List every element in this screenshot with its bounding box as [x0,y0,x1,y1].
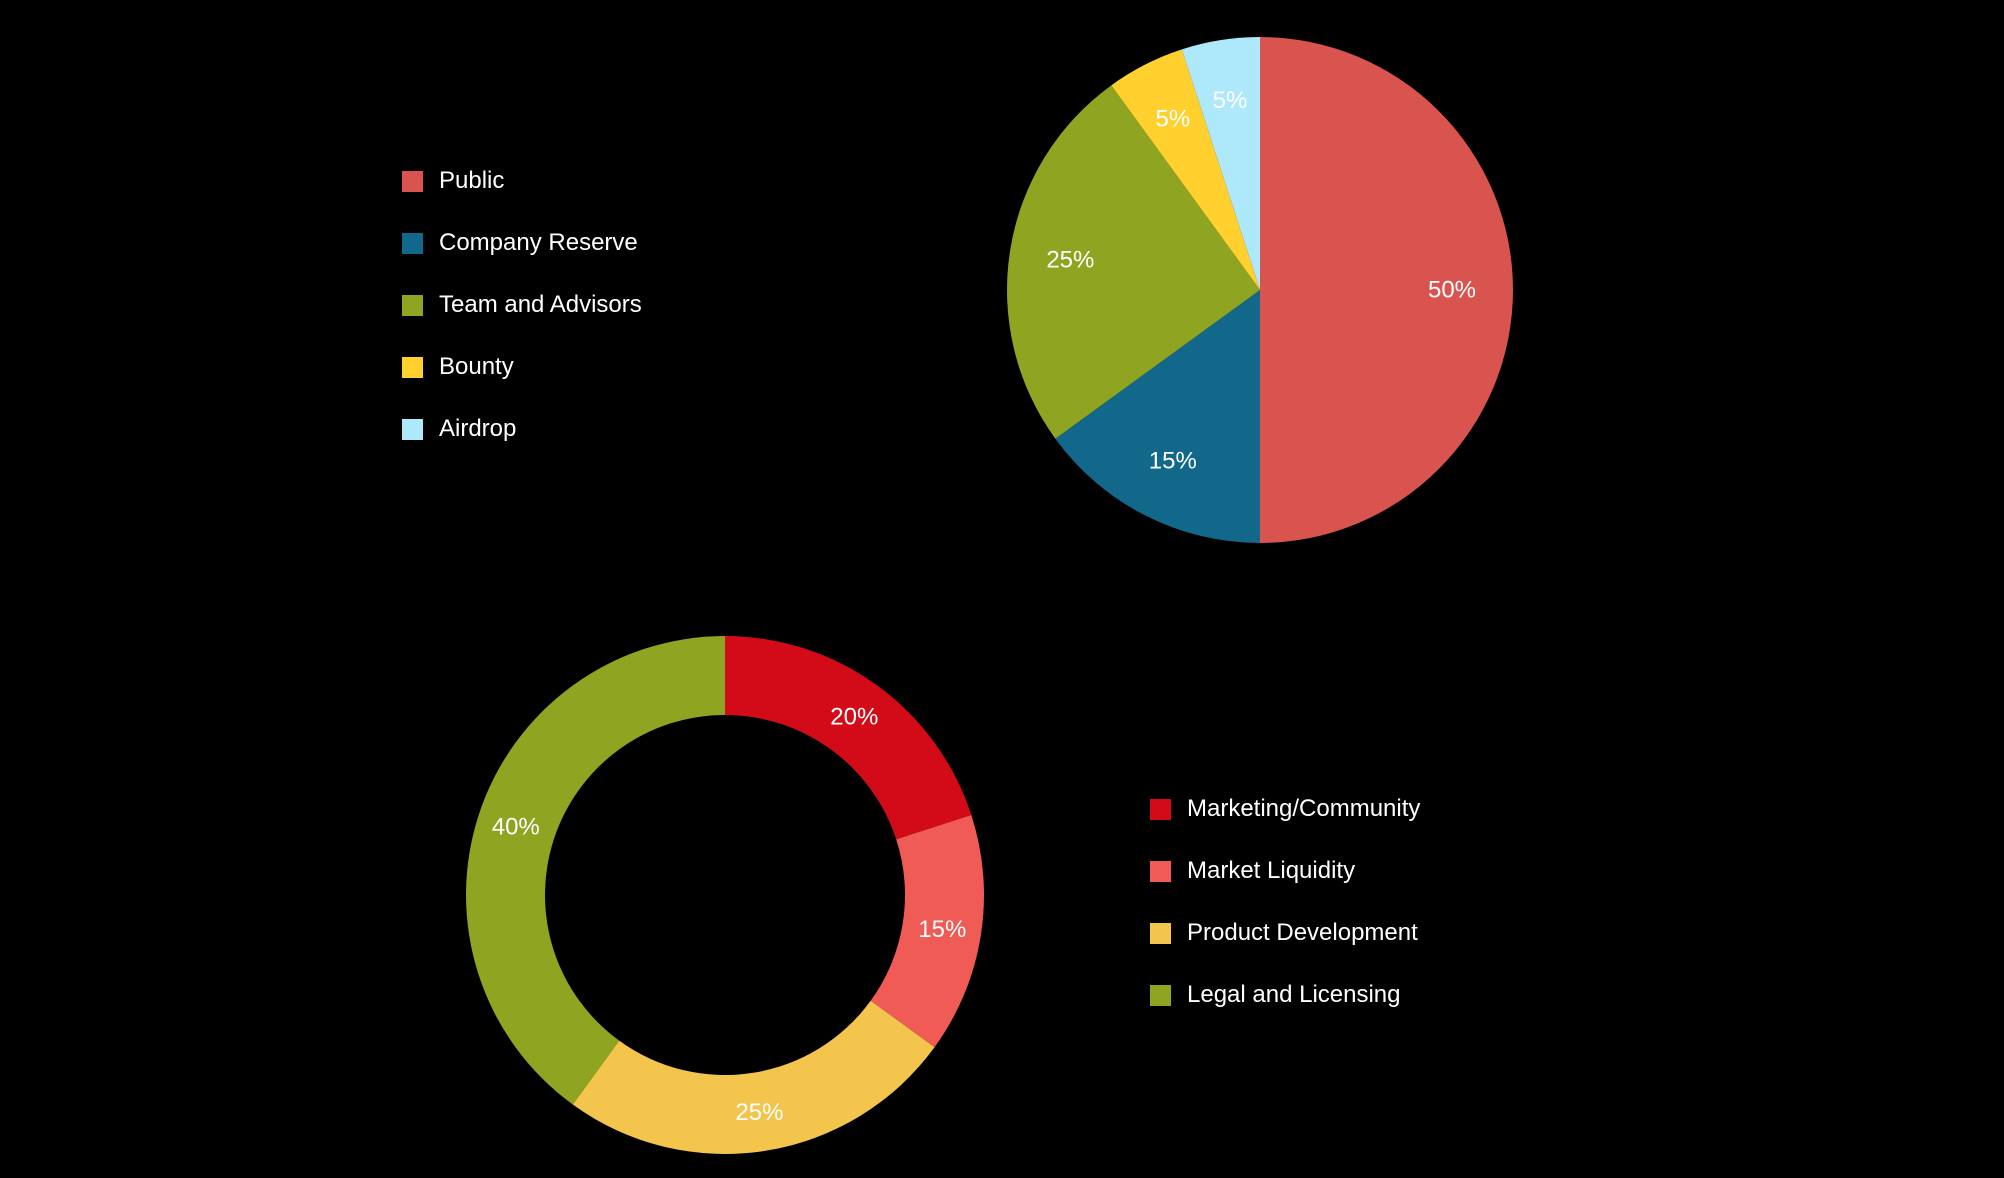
slice-label-legal-and-licensing: 40% [492,814,540,841]
legend-label: Company Reserve [439,229,638,256]
legend-item-public[interactable]: Public [402,150,642,212]
legend-label: Product Development [1187,919,1418,946]
slice-airdrop[interactable] [1181,37,1260,290]
legend-label: Team and Advisors [439,291,642,318]
slice-company-reserve[interactable] [1055,290,1260,543]
legend-label: Legal and Licensing [1187,981,1401,1008]
legend-item-airdrop[interactable]: Airdrop [402,398,642,460]
legend-item-product-development[interactable]: Product Development [1150,902,1420,964]
donut-chart-fund-allocation: 20% 15% 25% 40% [466,636,984,1154]
legend-swatch [1150,860,1171,882]
legend-label: Market Liquidity [1187,857,1356,884]
slice-label-marketing-community: 20% [830,704,878,731]
legend-label: Marketing/Community [1187,795,1421,822]
legend-swatch [1150,798,1171,820]
slice-label-market-liquidity: 15% [918,916,966,943]
slice-label-team-and-advisors: 25% [1046,246,1094,273]
legend-swatch [402,232,423,254]
legend-item-marketing-community[interactable]: Marketing/Community [1150,778,1420,840]
slice-legal-and-licensing[interactable] [466,636,725,1105]
slice-label-company-reserve: 15% [1149,448,1197,475]
legend-label: Bounty [439,353,514,380]
legend-swatch [402,294,423,316]
slice-market-liquidity[interactable] [870,814,984,1048]
legend-swatch [402,356,423,378]
legend-swatch [1150,922,1171,944]
legend-swatch [402,170,423,192]
slice-label-bounty: 5% [1155,105,1190,132]
legend-label: Public [439,167,505,194]
slice-label-public: 50% [1428,277,1476,304]
slice-product-development[interactable] [572,1000,935,1154]
slice-team-and-advisors[interactable] [1007,85,1260,439]
slice-bounty[interactable] [1111,49,1260,290]
legend-label: Airdrop [439,415,517,442]
legend-fund-allocation: Marketing/Community Market Liquidity Produ… [1150,778,1420,1026]
pie-chart-token-distribution: 50% 15% 25% 5% 5% [1007,37,1513,543]
slice-public[interactable] [1260,37,1513,543]
slice-marketing-community[interactable] [725,636,972,840]
slice-label-product-development: 25% [735,1099,783,1126]
legend-item-bounty[interactable]: Bounty [402,336,642,398]
slice-label-airdrop: 5% [1213,87,1248,114]
legend-item-market-liquidity[interactable]: Market Liquidity [1150,840,1420,902]
legend-item-company-reserve[interactable]: Company Reserve [402,212,642,274]
legend-item-team-and-advisors[interactable]: Team and Advisors [402,274,642,336]
legend-token-distribution: Public Company Reserve Team and Advisors Bo… [402,150,642,460]
legend-swatch [1150,984,1171,1006]
legend-swatch [402,418,423,440]
legend-item-legal-and-licensing[interactable]: Legal and Licensing [1150,964,1420,1026]
